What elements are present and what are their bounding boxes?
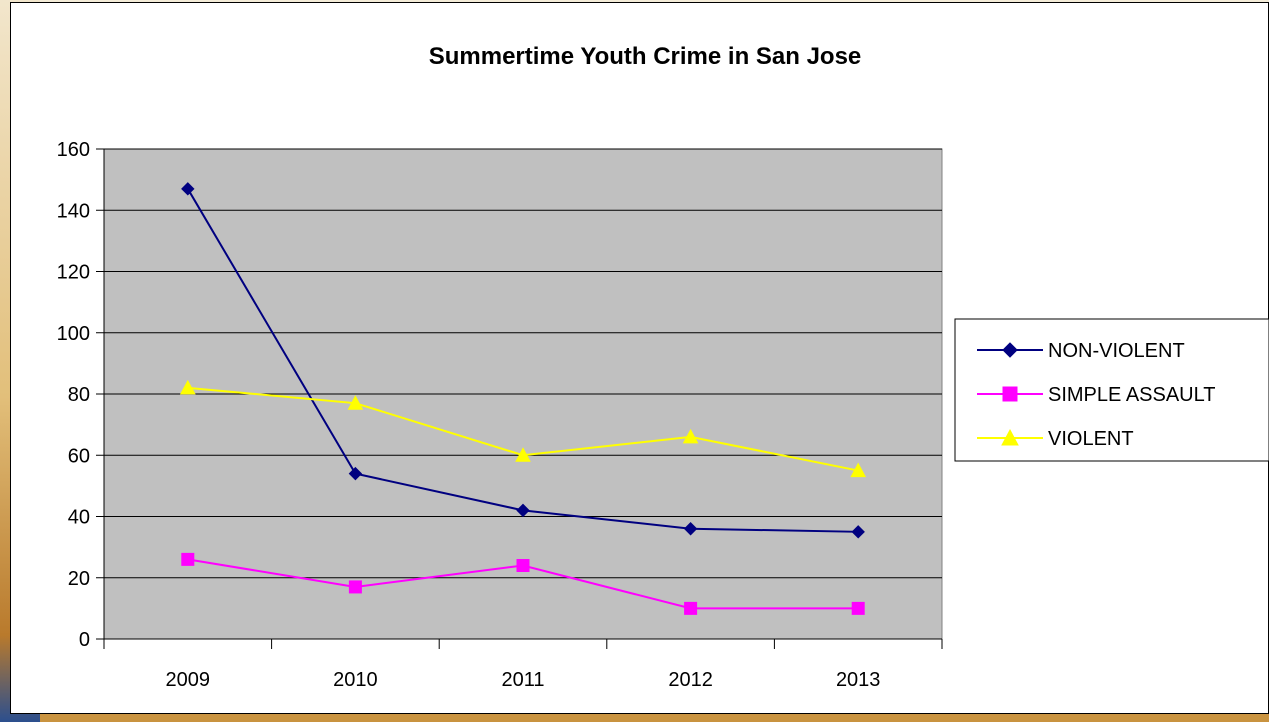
data-point-square	[1002, 386, 1018, 402]
data-point-triangle	[682, 428, 699, 444]
data-point-diamond	[1002, 342, 1018, 358]
y-tick-label: 0	[79, 629, 90, 651]
y-tick-label: 40	[68, 507, 90, 529]
data-point-diamond	[516, 503, 530, 518]
legend: NON-VIOLENT SIMPLE ASSAULT VIOLENT	[954, 318, 1269, 462]
data-point-triangle	[850, 462, 867, 478]
data-point-diamond	[181, 182, 195, 196]
data-point-triangle	[347, 395, 364, 410]
data-point-triangle	[179, 379, 196, 395]
data-point-square	[851, 601, 865, 615]
y-tick-label: 120	[57, 262, 90, 284]
data-point-triangle	[515, 447, 531, 462]
data-point-square	[181, 552, 195, 566]
y-axis-ticks: 0 20 40 60 80 100 120 140 160	[57, 139, 90, 651]
legend-label: NON-VIOLENT	[1048, 340, 1185, 362]
axes	[96, 148, 943, 649]
y-tick-label: 80	[68, 384, 90, 406]
x-tick-label: 2012	[668, 669, 713, 691]
legend-label: VIOLENT	[1048, 428, 1134, 450]
data-point-triangle	[1001, 428, 1019, 446]
y-tick-label: 60	[68, 445, 90, 467]
legend-label: SIMPLE ASSAULT	[1048, 384, 1215, 406]
x-tick-label: 2009	[166, 669, 211, 691]
x-tick-label: 2011	[501, 669, 544, 691]
x-tick-label: 2013	[836, 669, 881, 691]
data-point-diamond	[348, 466, 363, 481]
y-tick-label: 20	[68, 568, 90, 590]
data-point-diamond	[683, 522, 698, 536]
x-axis-ticks: 2009 2010 2011 2012 2013	[166, 669, 881, 691]
y-tick-label: 100	[57, 323, 90, 345]
data-point-square	[516, 559, 530, 572]
chart-title: Summertime Youth Crime in San Jose	[429, 43, 862, 70]
x-tick-label: 2010	[333, 669, 378, 691]
series-lines	[179, 182, 867, 615]
data-point-square	[348, 580, 362, 594]
y-tick-label: 140	[57, 200, 90, 222]
data-point-diamond	[851, 525, 865, 539]
data-point-square	[684, 601, 698, 615]
y-tick-label: 160	[57, 139, 90, 161]
